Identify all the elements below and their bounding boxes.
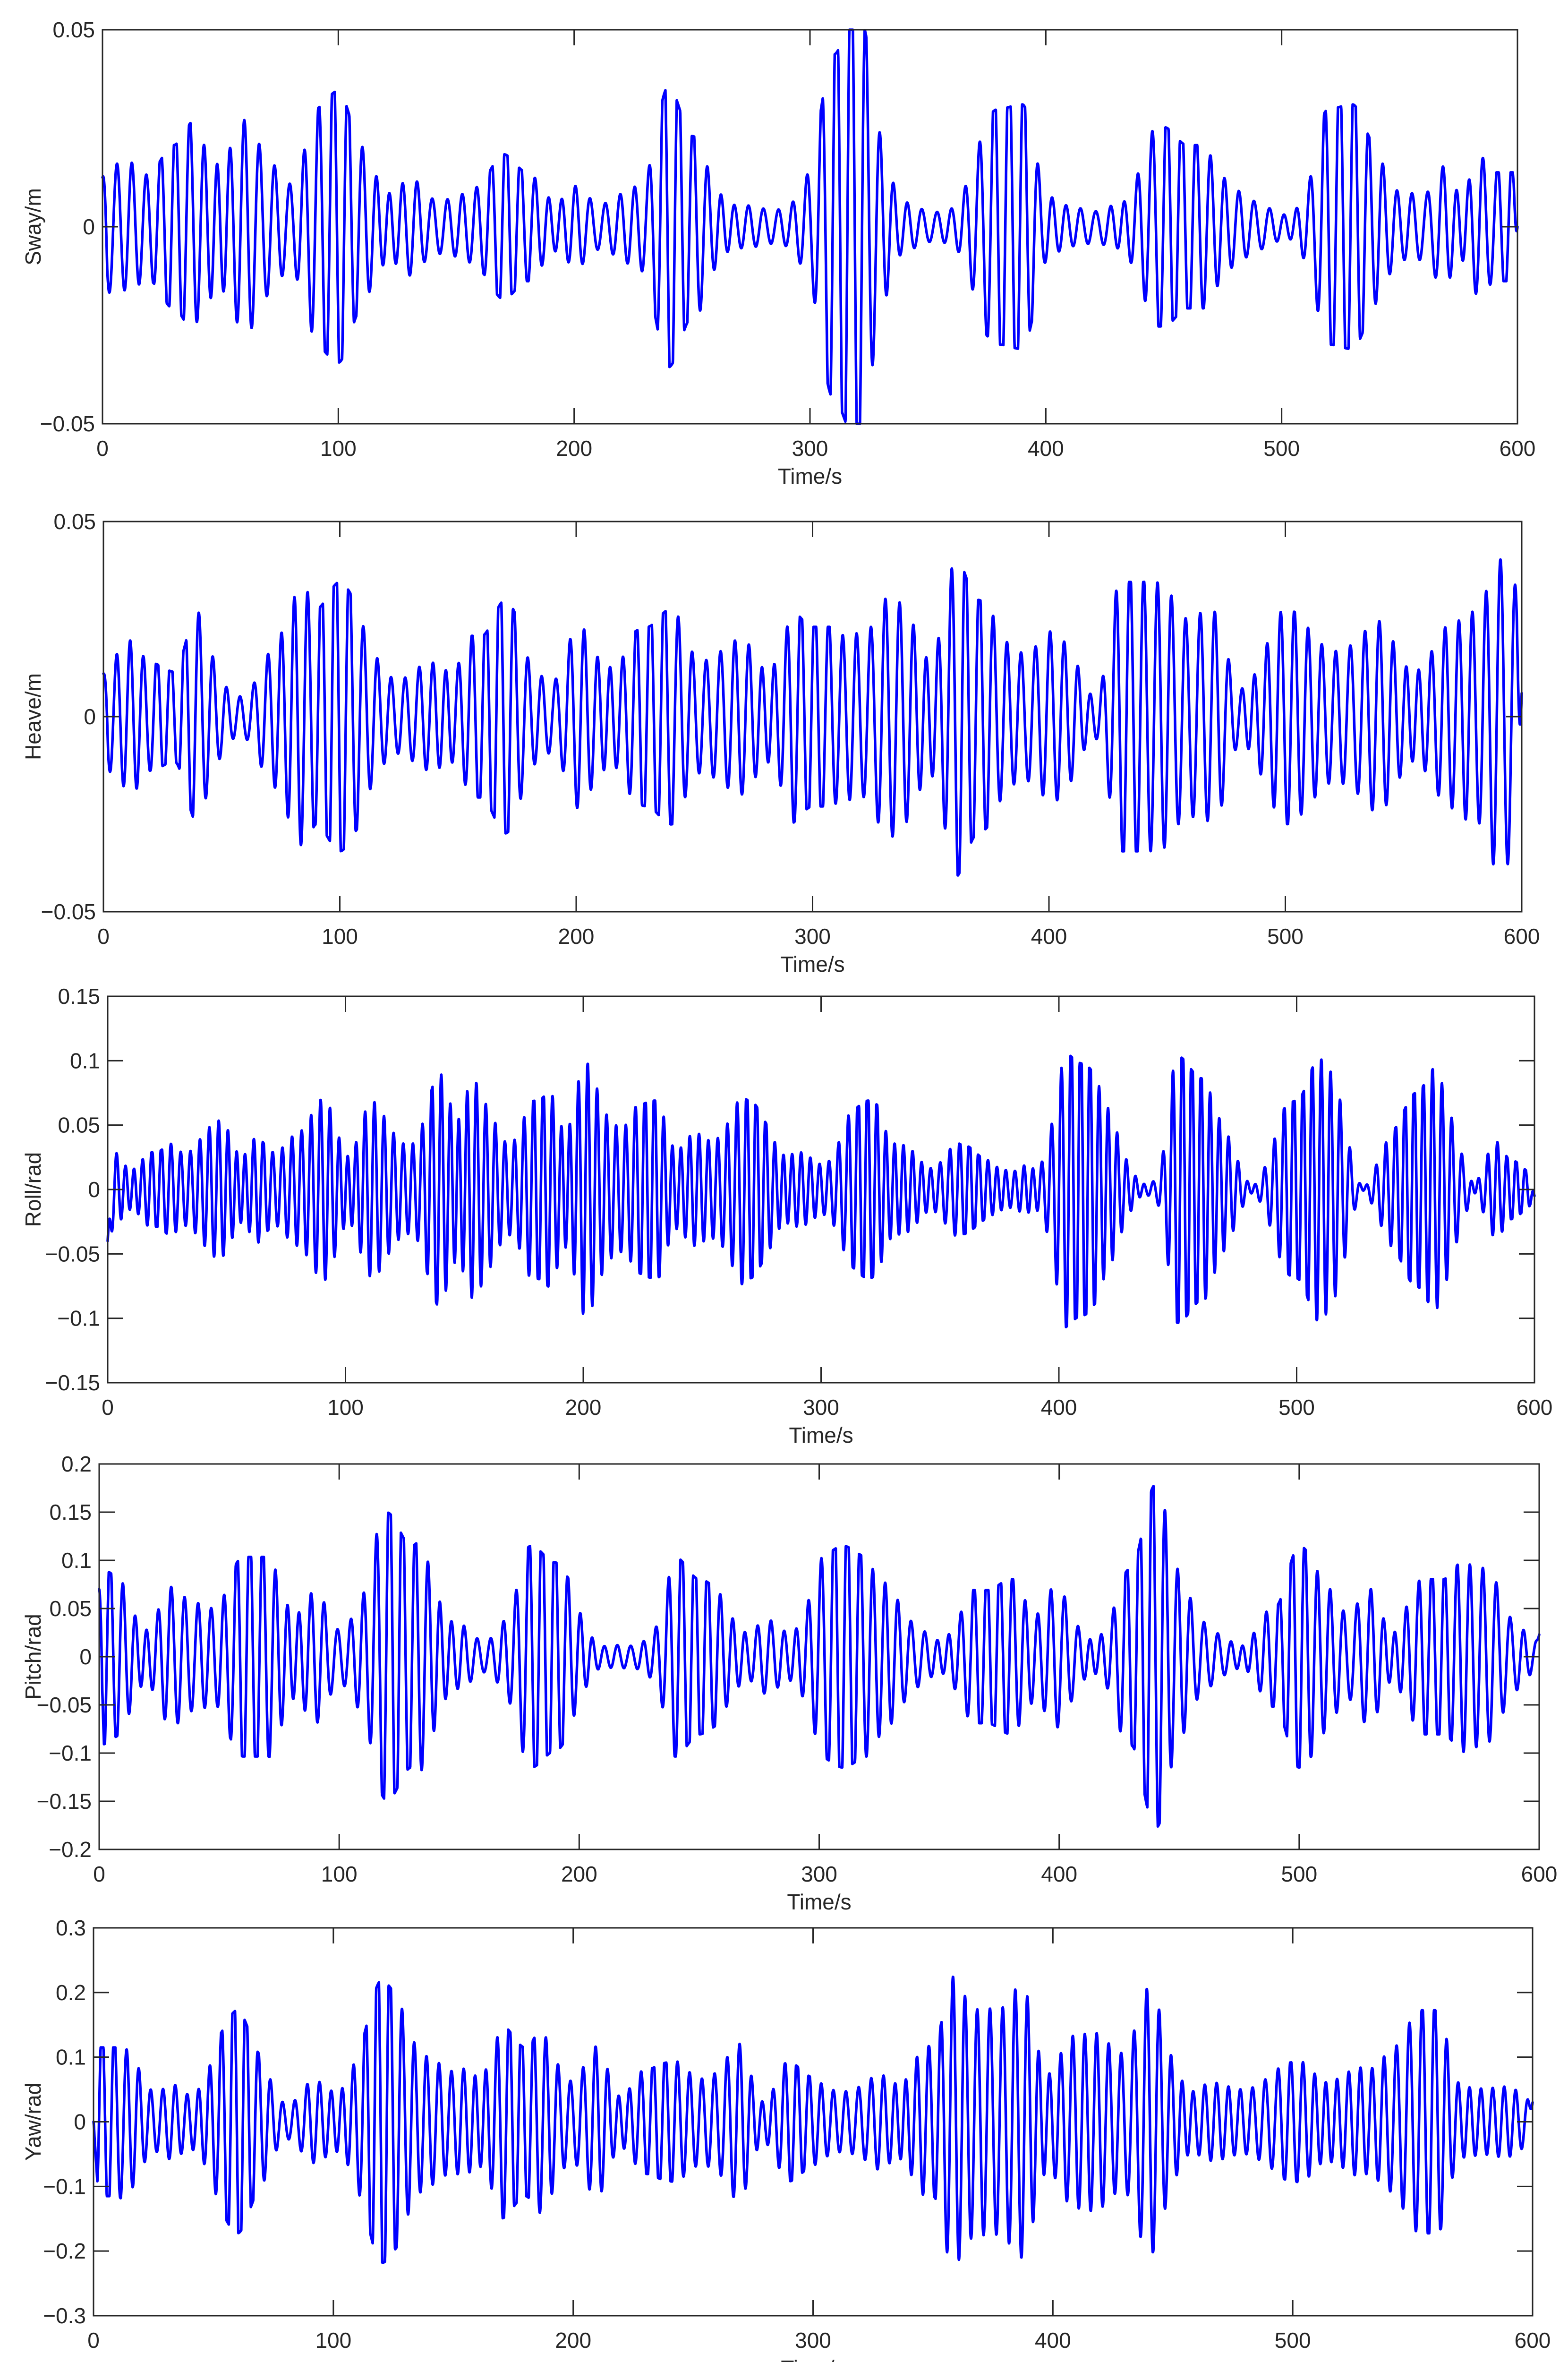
x-tick-label: 200 bbox=[558, 924, 595, 949]
pitch-y-ticks: −0.2 −0.15 −0.1 −0.05 0 0.05 0.1 0.15 0.2 bbox=[37, 1452, 1539, 1862]
heave-x-axis-label: Time/s bbox=[780, 952, 844, 976]
x-tick-label: 600 bbox=[1504, 924, 1540, 949]
y-tick-label: −0.05 bbox=[45, 1241, 100, 1266]
y-tick-label: 0 bbox=[74, 2110, 86, 2134]
y-tick-label: −0.05 bbox=[41, 899, 96, 924]
y-tick-label: −0.1 bbox=[49, 1741, 92, 1765]
x-tick-label: 600 bbox=[1515, 2328, 1551, 2353]
x-tick-label: 200 bbox=[555, 2328, 591, 2353]
y-tick-label: 0.15 bbox=[49, 1500, 92, 1524]
x-tick-label: 0 bbox=[93, 1862, 105, 1886]
y-tick-label: −0.3 bbox=[43, 2303, 86, 2328]
x-tick-label: 200 bbox=[561, 1862, 597, 1886]
y-tick-label: −0.05 bbox=[37, 1693, 92, 1717]
yaw-y-axis-label: Yaw/rad bbox=[21, 2083, 45, 2161]
sway-series-line bbox=[101, 28, 1519, 425]
x-tick-label: 500 bbox=[1267, 924, 1304, 949]
roll-x-axis-label: Time/s bbox=[789, 1423, 853, 1447]
x-tick-label: 0 bbox=[87, 2328, 100, 2353]
yaw-x-axis-label: Time/s bbox=[781, 2356, 845, 2362]
subplot-pitch: 0 100 200 300 400 500 600 −0.2−0.15−0.1−0.0500… bbox=[21, 1452, 1557, 1914]
x-tick-label: 100 bbox=[320, 436, 357, 461]
y-tick-label: 0.05 bbox=[49, 1596, 92, 1621]
x-tick-label: 300 bbox=[801, 1862, 837, 1886]
pitch-y-axis-label: Pitch/rad bbox=[21, 1614, 45, 1700]
x-tick-label: 400 bbox=[1035, 2328, 1071, 2353]
y-tick-label: 0.15 bbox=[58, 984, 100, 1009]
yaw-series-line bbox=[92, 1976, 1534, 2264]
x-tick-label: 200 bbox=[556, 436, 592, 461]
x-tick-label: 600 bbox=[1500, 436, 1536, 461]
pitch-x-axis-label: Time/s bbox=[787, 1890, 851, 1914]
y-tick-label: −0.2 bbox=[49, 1837, 92, 1862]
pitch-series-line bbox=[98, 1485, 1541, 1828]
heave-y-ticks: −0.05 0 0.05 bbox=[41, 509, 1522, 924]
sway-x-ticks: 0 100 200 300 400 500 600 bbox=[96, 30, 1535, 461]
x-tick-label: 600 bbox=[1521, 1862, 1558, 1886]
x-tick-label: 100 bbox=[322, 924, 358, 949]
heave-y-axis-label: Heave/m bbox=[21, 673, 45, 760]
x-tick-label: 400 bbox=[1028, 436, 1064, 461]
heave-series-line bbox=[102, 558, 1523, 877]
x-tick-label: 300 bbox=[792, 436, 828, 461]
x-tick-label: 0 bbox=[102, 1395, 114, 1420]
y-tick-label: 0.1 bbox=[70, 1048, 100, 1073]
y-tick-label: 0.2 bbox=[56, 1980, 86, 2005]
x-tick-label: 100 bbox=[315, 2328, 351, 2353]
x-tick-label: 500 bbox=[1263, 436, 1300, 461]
y-tick-label: 0.05 bbox=[53, 509, 96, 534]
y-tick-label: 0.05 bbox=[58, 1113, 100, 1138]
yaw-y-ticks: −0.3 −0.2 −0.1 0 0.1 0.2 0.3 bbox=[43, 1916, 1533, 2328]
x-tick-label: 300 bbox=[794, 924, 831, 949]
y-tick-label: 0.1 bbox=[56, 2045, 86, 2070]
roll-y-axis-label: Roll/rad bbox=[21, 1152, 45, 1227]
roll-y-ticks: −0.15 −0.1 −0.05 0 0.05 0.1 0.15 bbox=[45, 984, 1534, 1395]
roll-x-ticks: 0 100 200 300 400 500 600 bbox=[102, 996, 1552, 1420]
y-tick-label: 0 bbox=[83, 214, 95, 239]
y-tick-label: 0.3 bbox=[56, 1916, 86, 1940]
x-tick-label: 400 bbox=[1041, 1395, 1077, 1420]
y-tick-label: 0 bbox=[79, 1644, 92, 1669]
x-tick-label: 300 bbox=[803, 1395, 839, 1420]
x-tick-label: 200 bbox=[565, 1395, 602, 1420]
y-tick-label: 0.1 bbox=[61, 1548, 92, 1573]
subplot-roll: 0 100 200 300 400 500 600 −0.15−0.1−0.0500.050… bbox=[21, 984, 1552, 1447]
x-tick-label: 500 bbox=[1275, 2328, 1311, 2353]
heave-x-ticks: 0 100 200 300 400 500 600 bbox=[97, 522, 1540, 949]
y-tick-label: 0.05 bbox=[52, 17, 95, 42]
yaw-x-ticks: 0 100 200 300 400 500 600 bbox=[87, 1928, 1551, 2353]
x-tick-label: 600 bbox=[1517, 1395, 1553, 1420]
x-tick-label: 400 bbox=[1031, 924, 1067, 949]
x-tick-label: 500 bbox=[1278, 1395, 1315, 1420]
subplot-yaw: 0 100 200 300 400 500 600 −0.3−0.2−0.100.10.20… bbox=[21, 1916, 1551, 2362]
x-tick-label: 0 bbox=[97, 924, 110, 949]
roll-series-line bbox=[106, 1054, 1536, 1328]
x-tick-label: 400 bbox=[1041, 1862, 1077, 1886]
y-tick-label: 0.2 bbox=[61, 1452, 92, 1476]
y-tick-label: 0 bbox=[88, 1177, 100, 1202]
x-tick-label: 100 bbox=[327, 1395, 364, 1420]
x-tick-label: 0 bbox=[96, 436, 109, 461]
y-tick-label: −0.1 bbox=[43, 2174, 86, 2199]
y-tick-label: −0.15 bbox=[45, 1370, 100, 1395]
y-tick-label: −0.1 bbox=[57, 1306, 100, 1331]
sway-y-ticks: −0.05 0 0.05 bbox=[40, 17, 1517, 436]
x-tick-label: 100 bbox=[321, 1862, 358, 1886]
y-tick-label: −0.15 bbox=[37, 1789, 92, 1814]
x-tick-label: 300 bbox=[795, 2328, 831, 2353]
y-tick-label: −0.2 bbox=[43, 2239, 86, 2263]
x-tick-label: 500 bbox=[1281, 1862, 1317, 1886]
sway-y-axis-label: Sway/m bbox=[21, 188, 45, 265]
pitch-x-ticks: 0 100 200 300 400 500 600 bbox=[93, 1464, 1557, 1886]
y-tick-label: −0.05 bbox=[40, 411, 95, 436]
sway-x-axis-label: Time/s bbox=[778, 464, 842, 488]
y-tick-label: 0 bbox=[84, 704, 96, 729]
